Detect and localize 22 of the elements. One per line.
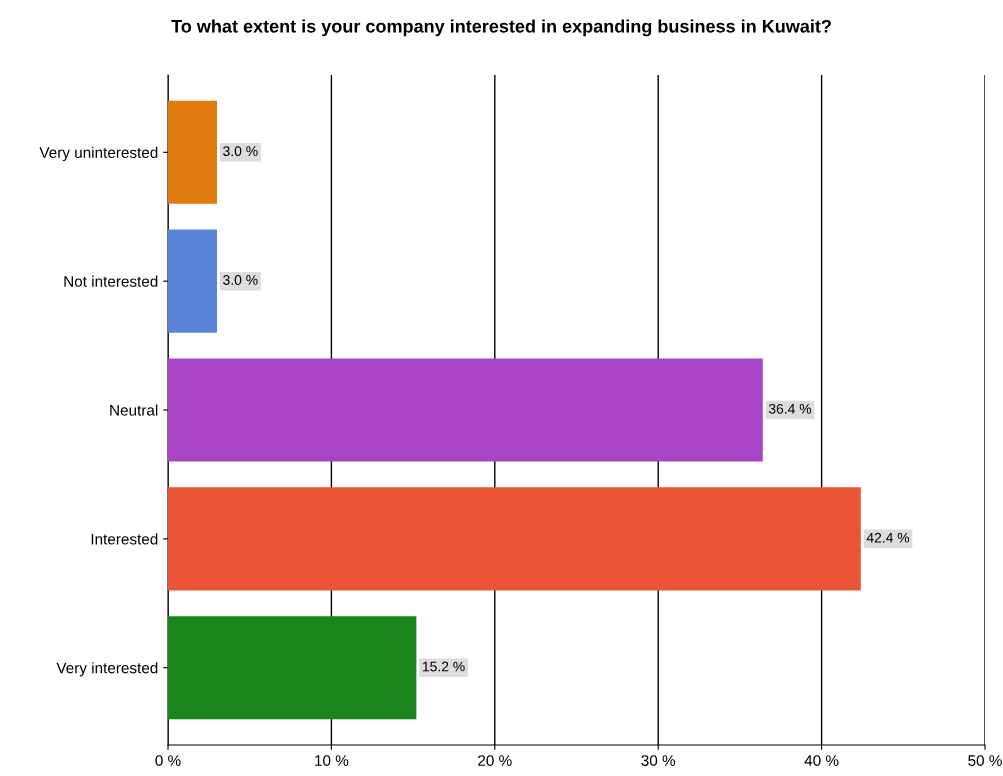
bar: [168, 487, 861, 591]
y-tick-label: Very interested: [56, 662, 158, 677]
data-label: 36.4 %: [768, 403, 812, 414]
x-tick-label: 10 %: [315, 755, 349, 766]
bar: [168, 616, 417, 720]
chart-title: To what extent is your company interested in expanding business in Kuwait?: [171, 19, 831, 37]
bar: [168, 229, 218, 333]
y-tick-label: Not interested: [64, 275, 158, 287]
x-tick-label: 50 %: [968, 755, 1002, 766]
x-tick-label: 0 %: [155, 755, 181, 766]
x-tick-label: 30 %: [641, 755, 676, 766]
x-tick-label: 40 %: [804, 755, 839, 766]
data-label: 3.0 %: [223, 146, 258, 157]
y-tick-label: Neutral: [110, 404, 158, 416]
data-label: 15.2 %: [422, 661, 465, 672]
data-label: 3.0 %: [223, 275, 258, 285]
bar: [168, 358, 763, 462]
y-tick-label: Interested: [91, 533, 158, 545]
data-label: 42.4 %: [866, 532, 910, 543]
y-tick-label: Very uninterested: [39, 146, 158, 162]
x-tick-label: 20 %: [478, 755, 512, 766]
bar: [168, 100, 218, 204]
